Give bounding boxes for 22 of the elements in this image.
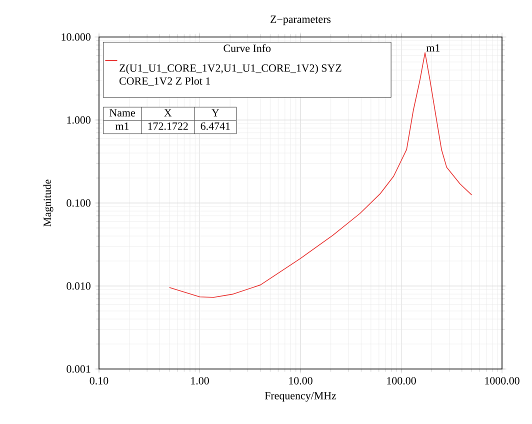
y-tick-label: 1.000 bbox=[67, 116, 90, 124]
legend-title: Curve Info bbox=[224, 44, 271, 52]
annotation: Name bbox=[110, 109, 135, 116]
annotation: X bbox=[164, 109, 172, 116]
y-tick-label: 10.000 bbox=[62, 33, 90, 41]
annotation: m1 bbox=[426, 44, 440, 52]
annotation: 6.4741 bbox=[200, 122, 230, 130]
chart-title: Z−parameters bbox=[270, 16, 331, 26]
y-axis-title: Magnitude bbox=[43, 180, 54, 226]
x-tick-label: 1000.00 bbox=[485, 377, 520, 385]
y-tick-label: 0.100 bbox=[66, 199, 90, 207]
x-axis-title: Frequency/MHz bbox=[264, 392, 336, 402]
x-tick-label: 0.10 bbox=[90, 377, 108, 385]
x-tick-label: 1.00 bbox=[191, 377, 209, 385]
x-tick-label: 100.00 bbox=[387, 377, 416, 385]
y-tick-label: 0.001 bbox=[66, 365, 90, 373]
annotation: m1 bbox=[116, 122, 129, 130]
legend-label: Z(U1_U1_CORE_1V2,U1_U1_CORE_1V2) SYZ CORE_1V2 Z Plot 1 bbox=[120, 64, 342, 86]
annotation: Y bbox=[212, 109, 220, 116]
y-tick-label: 0.010 bbox=[66, 282, 90, 290]
annotation: 172.1722 bbox=[148, 122, 188, 130]
x-tick-label: 10.00 bbox=[289, 377, 312, 385]
